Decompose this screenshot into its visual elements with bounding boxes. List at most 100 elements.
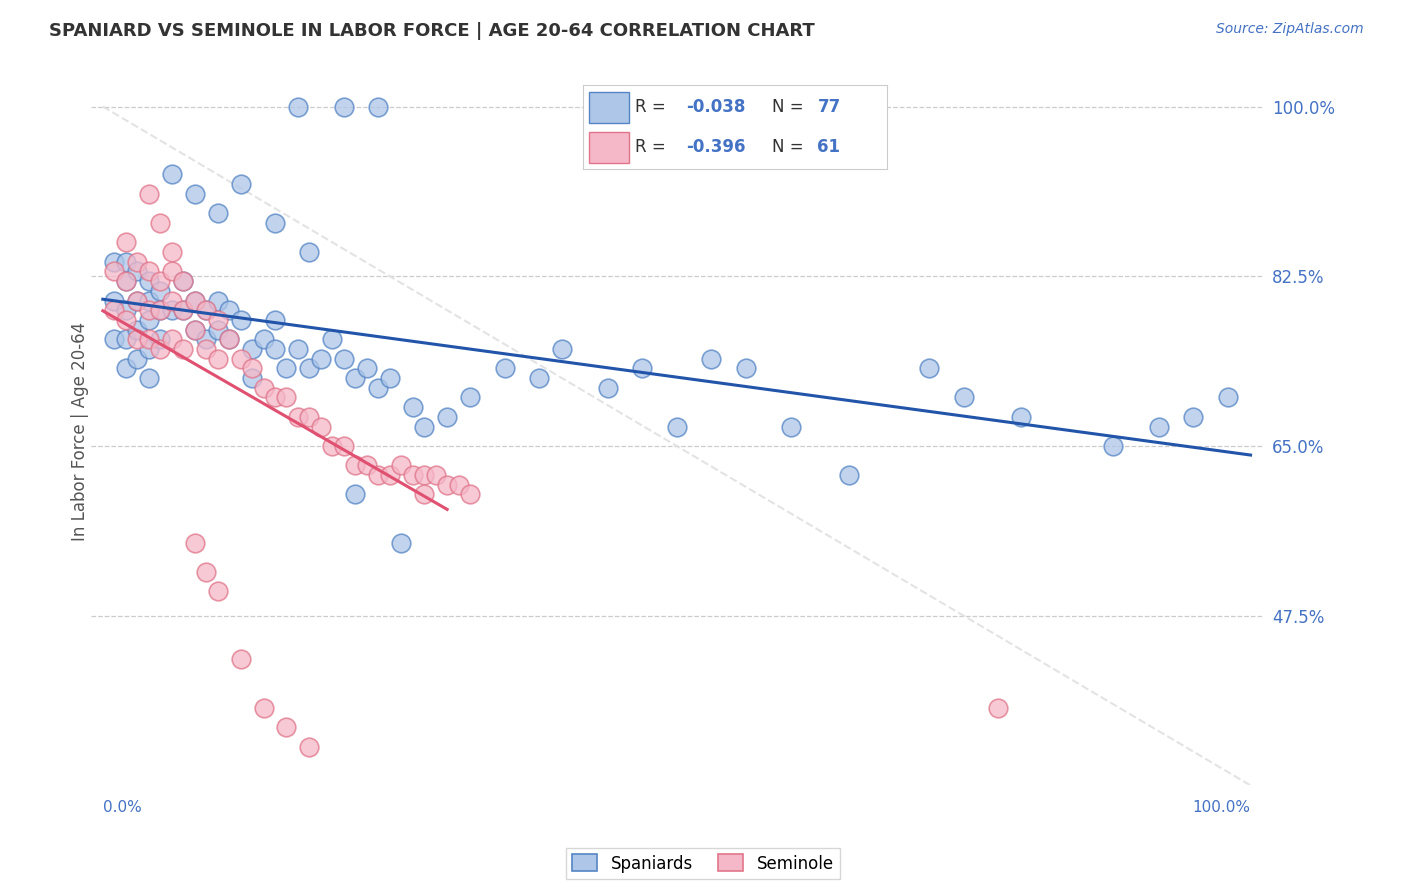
Point: [298, 361, 321, 376]
Point: [138, 293, 160, 308]
Point: [952, 391, 974, 405]
Point: [1010, 409, 1032, 424]
Point: [207, 293, 229, 308]
Point: [172, 274, 194, 288]
Point: [160, 293, 183, 308]
Point: [287, 409, 309, 424]
Point: [356, 361, 378, 376]
Point: [229, 351, 252, 366]
Point: [207, 323, 229, 337]
Point: [114, 235, 136, 250]
Point: [298, 245, 321, 260]
Point: [413, 487, 436, 501]
Point: [1216, 391, 1239, 405]
Point: [103, 264, 125, 278]
Point: [138, 313, 160, 327]
Point: [114, 303, 136, 318]
Point: [389, 458, 412, 473]
Point: [321, 332, 343, 346]
Point: [103, 254, 125, 268]
Point: [183, 323, 205, 337]
Point: [160, 264, 183, 278]
Point: [207, 584, 229, 599]
Point: [700, 351, 723, 366]
Point: [149, 284, 172, 298]
Point: [252, 332, 274, 346]
Point: [195, 565, 218, 579]
Point: [160, 168, 183, 182]
Point: [149, 332, 172, 346]
Point: [367, 468, 389, 483]
Point: [333, 351, 356, 366]
Point: [321, 439, 343, 453]
Point: [183, 186, 205, 201]
Point: [402, 468, 425, 483]
Point: [447, 477, 470, 491]
Point: [160, 245, 183, 260]
Point: [114, 274, 136, 288]
Point: [138, 371, 160, 385]
Point: [333, 439, 356, 453]
Point: [195, 332, 218, 346]
Point: [276, 391, 298, 405]
Point: [298, 739, 321, 754]
Point: [389, 536, 412, 550]
Legend: Spaniards, Seminole: Spaniards, Seminole: [565, 847, 841, 880]
Point: [127, 254, 149, 268]
Point: [127, 332, 149, 346]
Point: [138, 274, 160, 288]
Point: [207, 313, 229, 327]
Point: [367, 99, 389, 113]
Point: [1101, 439, 1123, 453]
Point: [665, 419, 688, 434]
Point: [780, 419, 803, 434]
Point: [172, 342, 194, 356]
Point: [264, 313, 287, 327]
Point: [195, 303, 218, 318]
Point: [309, 419, 332, 434]
Point: [195, 303, 218, 318]
Point: [918, 361, 941, 376]
Point: [149, 274, 172, 288]
Point: [276, 361, 298, 376]
Point: [172, 303, 194, 318]
Point: [298, 409, 321, 424]
Point: [240, 361, 263, 376]
Point: [458, 391, 481, 405]
Point: [551, 342, 574, 356]
Point: [252, 381, 274, 395]
Point: [436, 409, 458, 424]
Point: [172, 274, 194, 288]
Point: [138, 342, 160, 356]
Point: [114, 361, 136, 376]
Point: [218, 332, 240, 346]
Point: [160, 332, 183, 346]
Point: [172, 303, 194, 318]
Point: [127, 323, 149, 337]
Point: [138, 264, 160, 278]
Point: [333, 99, 356, 113]
Point: [127, 351, 149, 366]
Point: [218, 303, 240, 318]
Point: [183, 323, 205, 337]
Point: [127, 293, 149, 308]
Point: [207, 351, 229, 366]
Point: [264, 391, 287, 405]
Point: [240, 342, 263, 356]
Point: [229, 652, 252, 666]
Point: [183, 293, 205, 308]
Point: [987, 701, 1010, 715]
Point: [218, 332, 240, 346]
Point: [734, 361, 756, 376]
Point: [264, 342, 287, 356]
Point: [436, 477, 458, 491]
Point: [183, 536, 205, 550]
Point: [114, 254, 136, 268]
Point: [1147, 419, 1170, 434]
Point: [344, 458, 367, 473]
Point: [149, 303, 172, 318]
Point: [494, 361, 516, 376]
Point: [160, 303, 183, 318]
Text: 0.0%: 0.0%: [103, 800, 142, 815]
Point: [413, 468, 436, 483]
